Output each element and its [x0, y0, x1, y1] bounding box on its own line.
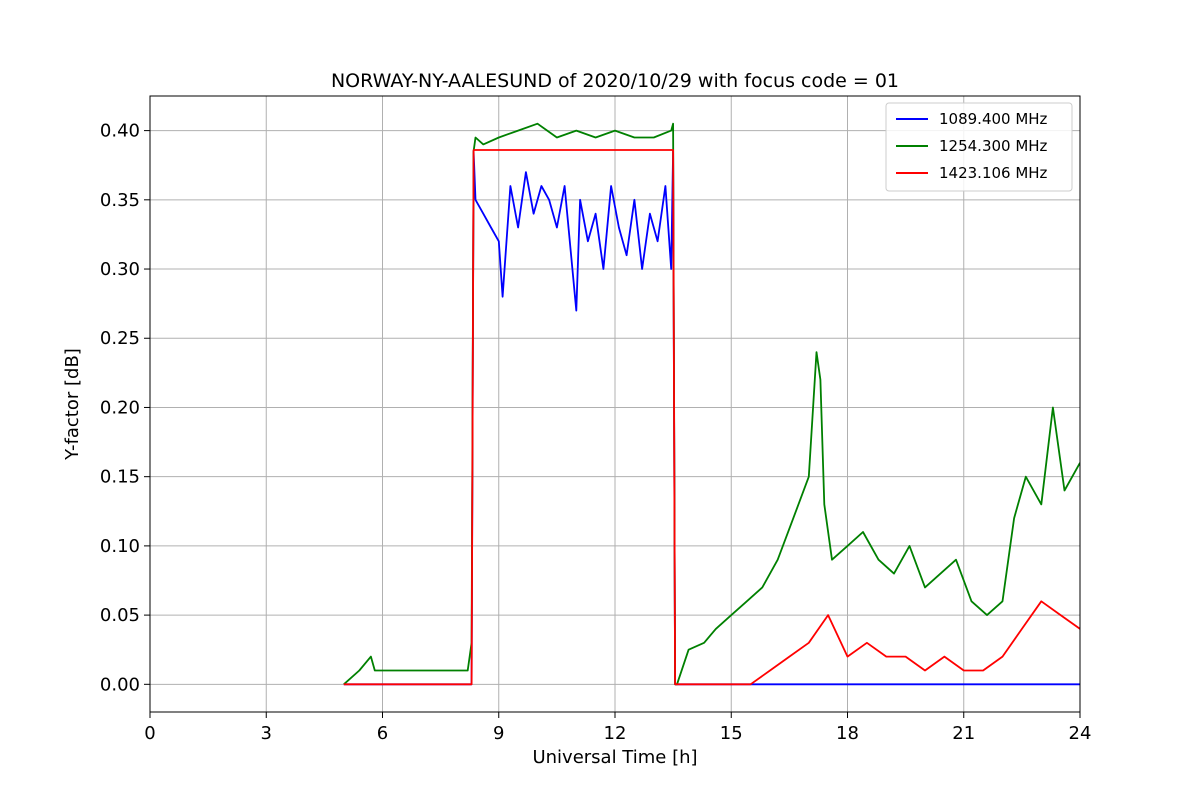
y-tick-label: 0.05 [100, 605, 140, 626]
legend-box [885, 102, 1073, 192]
x-tick-label: 3 [261, 723, 272, 744]
x-tick-label: 9 [493, 723, 504, 744]
x-axis-label: Universal Time [h] [532, 747, 697, 768]
series-line-0 [343, 150, 1080, 686]
x-tick-label: 24 [1069, 723, 1092, 744]
legend: 1089.400 MHz 1254.300 MHz 1423.106 MHz [885, 102, 1073, 192]
y-tick-label: 0.35 [100, 190, 140, 211]
legend-label-1: 1254.300 MHz [939, 137, 1048, 155]
y-tick-label: 0.10 [100, 536, 140, 557]
axis-ticks: 0 3 6 9 12 15 18 21 24 0.00 0.05 0.10 0.15 0.20 0.25 0.… [100, 121, 1092, 744]
y-tick-label: 0.15 [100, 467, 140, 488]
y-tick-label: 0.00 [100, 674, 140, 695]
series-line-1 [343, 122, 1080, 686]
legend-label-2: 1423.106 MHz [939, 164, 1048, 182]
x-tick-label: 6 [377, 723, 388, 744]
y-tick-label: 0.25 [100, 328, 140, 349]
plot-series [343, 122, 1080, 686]
x-tick-label: 15 [720, 723, 743, 744]
x-tick-label: 18 [836, 723, 859, 744]
y-tick-label: 0.40 [100, 121, 140, 142]
y-tick-label: 0.20 [100, 397, 140, 418]
y-tick-label: 0.30 [100, 259, 140, 280]
chart-title: NORWAY-NY-AALESUND of 2020/10/29 with fo… [331, 70, 899, 92]
series-line-2 [343, 149, 1080, 686]
y-axis-label: Y-factor [dB] [62, 348, 83, 461]
x-tick-label: 12 [604, 723, 627, 744]
legend-label-0: 1089.400 MHz [939, 110, 1048, 128]
x-tick-label: 21 [952, 723, 975, 744]
x-tick-label: 0 [144, 723, 155, 744]
